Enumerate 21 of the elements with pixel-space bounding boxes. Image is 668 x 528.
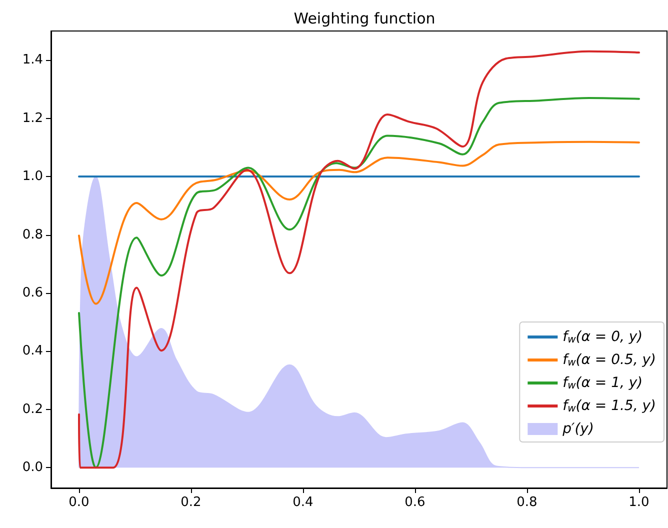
x-tick-label: 0.6 [404, 495, 426, 510]
y-tick-label: 0.4 [22, 344, 43, 359]
legend-label: fw(α = 0.5, y) [562, 352, 656, 368]
x-tick-label: 0.4 [292, 495, 314, 510]
x-tick-label: 0.2 [180, 495, 202, 510]
y-tick-label: 0.6 [22, 285, 43, 300]
legend-label: fw(α = 1, y) [562, 375, 643, 392]
x-tick-label: 0.8 [516, 495, 538, 510]
y-tick-label: 0.8 [22, 227, 43, 242]
y-tick-label: 1.0 [22, 169, 43, 184]
y-tick-label: 1.4 [22, 52, 43, 68]
y-tick-label: 0.0 [22, 460, 43, 476]
chart-title: Weighting function [294, 10, 436, 28]
y-tick-label: 1.2 [22, 110, 43, 126]
y-tick-label: 0.2 [22, 402, 43, 417]
legend-label: fw(α = 1.5, y) [562, 398, 656, 414]
x-tick-label: 0.0 [68, 495, 90, 510]
line-series [78, 140, 640, 305]
legend-label: p′(y) [562, 421, 594, 437]
x-tick-label: 1.0 [628, 495, 650, 510]
legend-label: fw(α = 0, y) [562, 329, 643, 346]
